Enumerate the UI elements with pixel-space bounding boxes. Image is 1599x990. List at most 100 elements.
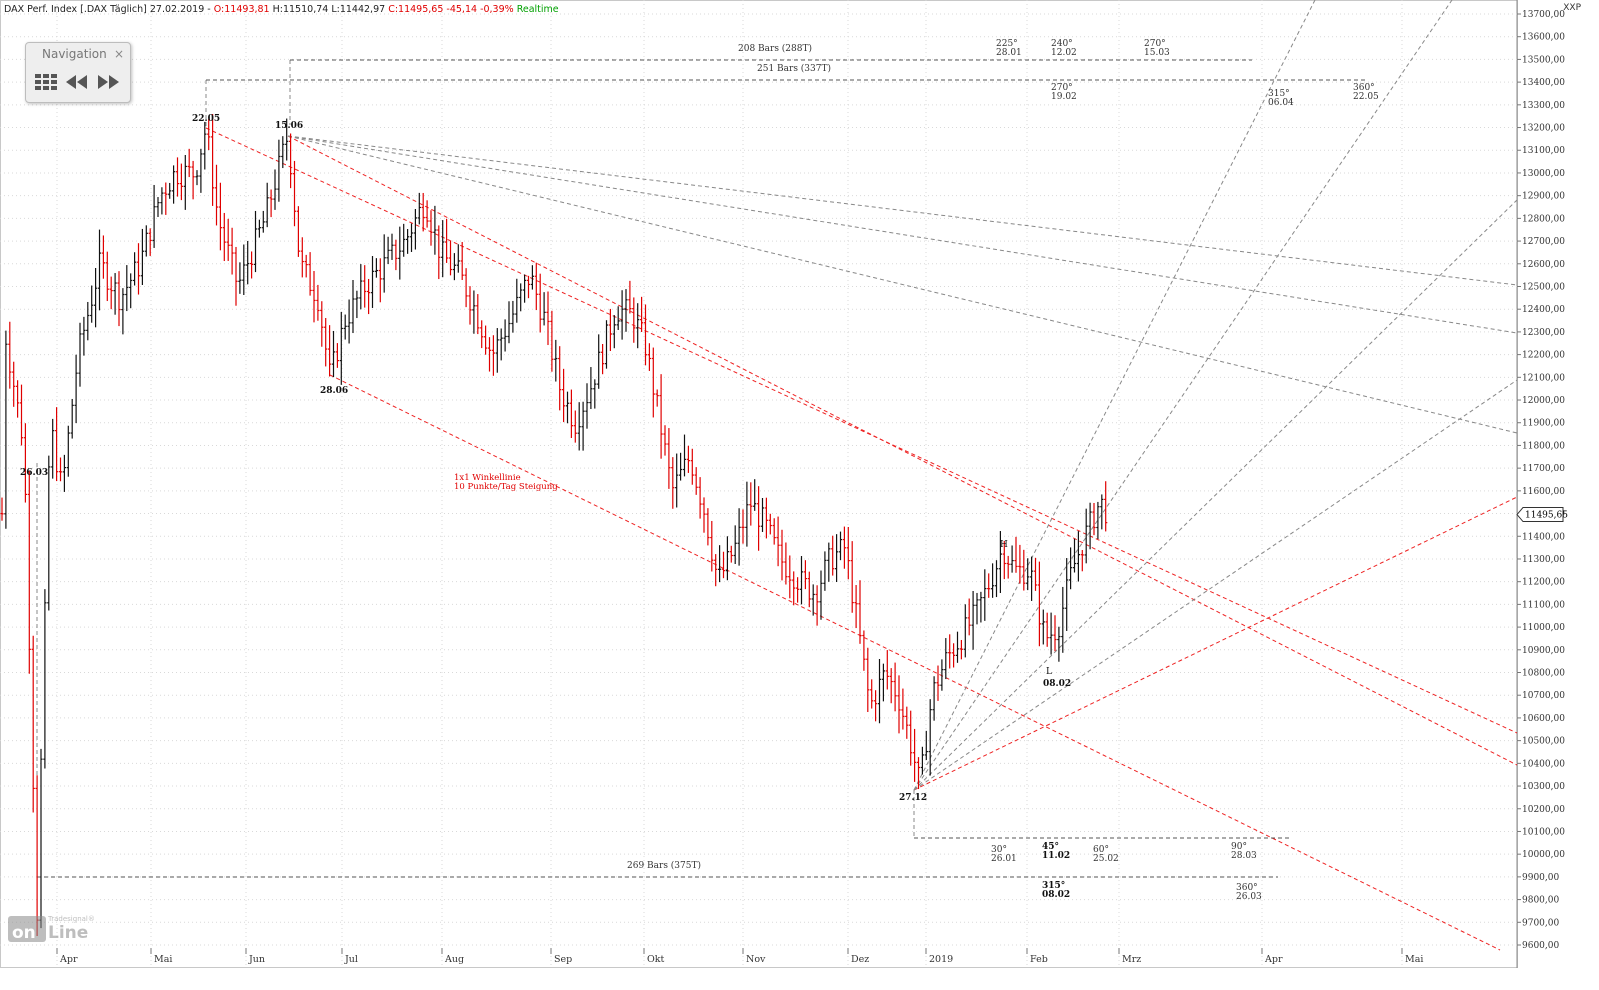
price-bar [31, 635, 35, 813]
price-bar [195, 170, 199, 186]
cycle-degree: 360° [1236, 883, 1258, 893]
x-tick-label: Jul [344, 954, 358, 965]
price-bar [940, 659, 944, 691]
price-bar [58, 457, 63, 482]
y-tick-label: 12100,00 [1522, 373, 1565, 383]
price-bar [565, 391, 570, 424]
x-tick-label: Aug [444, 954, 464, 965]
price-bar [916, 757, 921, 790]
price-bar [425, 200, 429, 228]
price-bar [133, 252, 137, 286]
price-bar [979, 591, 983, 623]
price-bar [612, 315, 616, 349]
price-bar [858, 580, 862, 644]
price-bar [1072, 538, 1077, 573]
price-bar [1006, 555, 1010, 579]
low-marker: L [1046, 667, 1052, 677]
x-tick-label: Jun [248, 954, 265, 965]
price-bar [491, 335, 495, 376]
red-channel-upper [205, 127, 1518, 734]
price-bar [12, 361, 16, 407]
price-bar [246, 240, 250, 285]
price-bar [893, 662, 897, 712]
y-tick-label: 9800,00 [1522, 896, 1559, 906]
price-bar [952, 643, 956, 668]
price-bar [1037, 561, 1041, 647]
y-tick-label: 11000,00 [1522, 623, 1565, 633]
price-bar [577, 402, 581, 451]
price-bar [733, 525, 737, 565]
price-bar [292, 160, 297, 227]
price-bar [975, 592, 979, 625]
price-bar [901, 688, 905, 730]
price-bar [374, 258, 378, 278]
price-bar [503, 319, 507, 352]
y-tick-label: 11400,00 [1522, 532, 1565, 542]
price-bar [655, 389, 659, 407]
y-tick-label: 11600,00 [1522, 487, 1565, 497]
price-bar [780, 529, 784, 581]
y-tick-label: 12900,00 [1522, 192, 1565, 202]
price-bar [1041, 609, 1045, 645]
svg-text:Tradesignal®: Tradesignal® [47, 915, 95, 923]
price-bar [1076, 531, 1080, 582]
price-bar [355, 290, 359, 319]
annotation-line1: 1x1 Winkellinie [454, 473, 521, 483]
price-bar [682, 434, 687, 477]
cycle-degree: 60° [1093, 845, 1109, 855]
gray-gann-line [913, 0, 1316, 791]
price-bar [472, 290, 476, 334]
price-bar [238, 262, 242, 294]
price-bar [211, 113, 215, 206]
close-icon[interactable]: × [113, 47, 124, 61]
chart-header: DAX Perf. Index [.DAX Täglich] 27.02.201… [4, 4, 559, 15]
x-tick-label: Sep [554, 954, 572, 965]
price-bar [589, 367, 593, 410]
price-bar [214, 164, 219, 226]
price-bar [1002, 541, 1006, 580]
price-bar [90, 285, 94, 323]
price-bar [647, 343, 651, 371]
price-bar [1026, 558, 1030, 591]
price-bar [523, 274, 527, 303]
price-bar [881, 663, 885, 702]
rewind-icon[interactable] [64, 71, 90, 93]
y-tick-label: 13000,00 [1522, 169, 1565, 179]
price-bar [1100, 494, 1104, 530]
y-tick-label: 10200,00 [1522, 805, 1565, 815]
price-bar [909, 710, 913, 766]
navigation-panel[interactable]: Navigation × [25, 42, 131, 103]
price-bar [671, 457, 675, 509]
price-bar [983, 569, 987, 621]
price-bar [23, 423, 27, 503]
price-bar [480, 320, 484, 349]
price-bar [507, 301, 511, 344]
price-bar [597, 334, 601, 389]
price-bar [608, 308, 612, 352]
price-bar [359, 264, 363, 310]
price-bar [382, 234, 386, 293]
price-bar [924, 730, 928, 760]
price-bar [905, 706, 909, 739]
y-tick-label: 13400,00 [1522, 78, 1565, 88]
price-bar [370, 256, 375, 308]
price-bar [47, 455, 51, 611]
price-bar [0, 497, 4, 521]
price-bar [367, 278, 371, 315]
grid-menu-icon[interactable] [33, 71, 59, 93]
price-bar [1014, 536, 1018, 573]
price-bar [675, 453, 679, 508]
price-bar [495, 328, 499, 373]
price-bar [179, 163, 183, 201]
price-bar [885, 650, 889, 690]
price-bar [698, 477, 702, 519]
price-bar [542, 292, 546, 326]
price-bar [706, 508, 710, 546]
cycle-date: 15.03 [1144, 48, 1170, 58]
grid [0, 0, 1518, 968]
last-price-marker [1516, 507, 1564, 523]
fast-forward-icon[interactable] [95, 71, 121, 93]
price-bar [710, 520, 714, 572]
y-tick-label: 12200,00 [1522, 351, 1565, 361]
